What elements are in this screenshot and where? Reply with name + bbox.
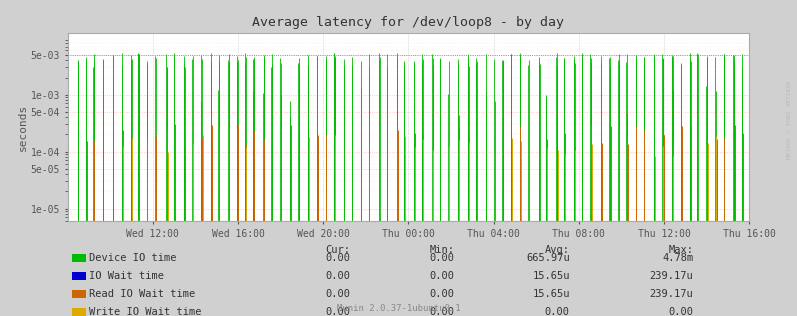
Text: 0.00: 0.00 — [430, 271, 454, 281]
Text: 4.78m: 4.78m — [662, 253, 693, 263]
Text: 0.00: 0.00 — [326, 307, 351, 316]
Text: 0.00: 0.00 — [430, 253, 454, 263]
Text: Min:: Min: — [430, 245, 454, 255]
Text: 0.00: 0.00 — [430, 289, 454, 299]
Text: 0.00: 0.00 — [326, 289, 351, 299]
Text: Cur:: Cur: — [326, 245, 351, 255]
Text: IO Wait time: IO Wait time — [89, 271, 164, 281]
Text: 0.00: 0.00 — [430, 307, 454, 316]
Text: Device IO time: Device IO time — [89, 253, 177, 263]
Text: 0.00: 0.00 — [545, 307, 570, 316]
Title: Average latency for /dev/loop8 - by day: Average latency for /dev/loop8 - by day — [253, 16, 564, 29]
Text: 665.97u: 665.97u — [526, 253, 570, 263]
Y-axis label: seconds: seconds — [18, 104, 28, 151]
Text: Read IO Wait time: Read IO Wait time — [89, 289, 195, 299]
Text: 15.65u: 15.65u — [532, 271, 570, 281]
Text: MRTOOL / TOBI OETIKER: MRTOOL / TOBI OETIKER — [787, 81, 791, 160]
Text: Avg:: Avg: — [545, 245, 570, 255]
Text: 0.00: 0.00 — [326, 271, 351, 281]
Text: 0.00: 0.00 — [669, 307, 693, 316]
Text: 15.65u: 15.65u — [532, 289, 570, 299]
Text: Write IO Wait time: Write IO Wait time — [89, 307, 202, 316]
Text: 0.00: 0.00 — [326, 253, 351, 263]
Text: Max:: Max: — [669, 245, 693, 255]
Text: Munin 2.0.37-1ubuntu0.1: Munin 2.0.37-1ubuntu0.1 — [336, 305, 461, 313]
Text: 239.17u: 239.17u — [650, 289, 693, 299]
Text: 239.17u: 239.17u — [650, 271, 693, 281]
